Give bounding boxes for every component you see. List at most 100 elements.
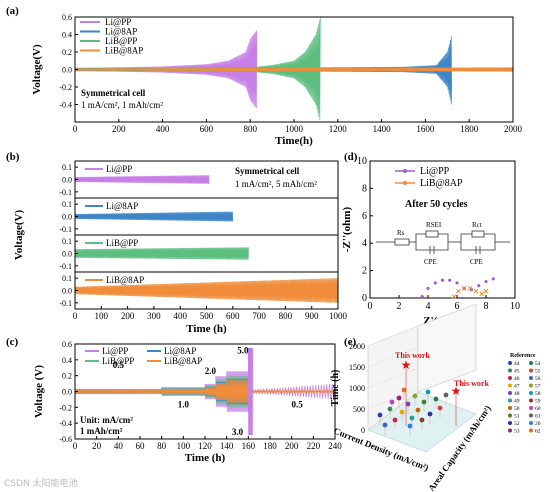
panel-a-xtick-label: 1600 <box>416 124 435 134</box>
panel-e-ztick-label: 500 <box>353 405 365 414</box>
panel-e-sidewall <box>417 303 477 393</box>
panel-b-legend-label: Li@8AP <box>106 201 138 211</box>
panel-e-legend-label: 44 <box>514 361 520 367</box>
circuit-resistor <box>471 230 485 238</box>
panel-a-xlabel: Time(h) <box>275 135 313 147</box>
panel-e-legend-marker <box>508 428 512 433</box>
panel-e-point <box>437 405 443 411</box>
panel-e-point <box>382 422 388 428</box>
panel-e-legend-marker <box>529 421 533 425</box>
panel-b-series-Li@8AP <box>74 211 234 222</box>
panel-e-point <box>433 396 439 402</box>
panel-b-xtick-label: 900 <box>305 311 319 321</box>
panel-e-legend-marker <box>508 383 512 388</box>
watermark: CSDN 太阳能电池 <box>4 479 78 489</box>
panel-c-ytick-label: -0.2 <box>59 403 72 412</box>
panel-e-point <box>389 399 395 405</box>
panel-e-point <box>387 406 393 412</box>
panel-e-point <box>405 401 411 407</box>
panel-a-ytick-label: 0.2 <box>62 48 72 57</box>
panel-e-point <box>409 415 415 421</box>
panel-a-xtick-label: 2000 <box>504 124 523 134</box>
panel-c-ytick-label: 0.4 <box>62 356 72 365</box>
panel-b-xtick-label: 400 <box>173 311 187 321</box>
panel-e-point <box>412 393 418 399</box>
panel-c-xtick-label: 180 <box>263 441 277 451</box>
panel-d-point <box>455 281 459 285</box>
panel-a-ytick-label: -0.2 <box>59 83 72 92</box>
panel-e-gridline <box>367 325 419 347</box>
panel-e-legend-marker <box>529 428 533 433</box>
panel-e-legend-marker <box>508 368 512 373</box>
panel-a-legend-label: Li@PP <box>105 17 131 27</box>
panel-e-legend-label: 50 <box>514 406 520 412</box>
panel-b-legend-label: LiB@8AP <box>106 275 144 285</box>
panel-e-gridline <box>367 367 419 389</box>
panel-e-point <box>392 417 398 423</box>
panel-a-xtick-label: 0 <box>73 124 78 134</box>
panel-e-legend-label: 49 <box>514 399 520 405</box>
panel-b-annotation: Symmetrical cell <box>235 166 300 176</box>
panel-d-legend-marker <box>403 169 407 173</box>
panel-e-star: ★ <box>401 358 412 372</box>
panel-e-zlabel: Time (h) <box>330 370 341 407</box>
circuit-label: RSEI <box>426 221 442 229</box>
panel-e-legend-marker <box>529 368 533 373</box>
panel-e-point <box>396 395 402 401</box>
panel-c-series-tail <box>252 383 336 400</box>
panel-b-legend-label: LiB@PP <box>106 238 138 248</box>
panel-e-highlight: This work <box>395 351 430 360</box>
panel-e-legend-marker <box>508 413 512 418</box>
panel-d-point <box>461 286 467 291</box>
panel-b-ytick-label: 0.0 <box>62 213 72 222</box>
panel-e-point <box>415 407 421 413</box>
panel-d-ytick-label: 4 <box>362 238 367 249</box>
panel-b-series-LiB@8AP <box>74 278 339 303</box>
panel-e-legend-label: 56 <box>535 376 541 382</box>
panel-c-xtick-label: 40 <box>114 441 124 451</box>
panel-d-xtick-label: 8 <box>484 301 489 312</box>
panel-d-letter: (d) <box>344 151 358 163</box>
panel-e-legend-marker <box>529 391 533 395</box>
panel-a-xtick-label: 1000 <box>285 124 304 134</box>
panel-e-point <box>377 412 383 418</box>
panel-b-series-LiB@PP <box>74 247 249 260</box>
panel-d-annotation: After 50 cycles <box>405 199 468 210</box>
panel-c-xtick-label: 80 <box>157 441 167 451</box>
panel-d-point <box>448 278 452 282</box>
panel-d-ytick-label: 8 <box>362 183 367 194</box>
panel-e-legend-marker <box>508 361 512 365</box>
panel-e-point <box>407 423 413 429</box>
panel-e-star: ★ <box>451 384 462 398</box>
panel-b-ytick-label: 0.1 <box>62 274 72 283</box>
panel-e-point <box>401 387 407 393</box>
panel-d-point <box>477 284 481 288</box>
panel-e-ztick-label: 2000 <box>349 342 365 351</box>
panel-e-legend-label: 55 <box>535 369 541 375</box>
panel-a-series-LiB@PP <box>74 16 321 121</box>
panel-e-ztick-label: 1500 <box>349 363 365 372</box>
panel-a-ytick-label: 0.6 <box>62 13 72 22</box>
panel-e-legend-marker <box>508 376 512 380</box>
panel-d-point <box>484 279 488 284</box>
panel-c-xtick-label: 160 <box>242 441 256 451</box>
panel-e-legend-label: 54 <box>535 361 541 367</box>
panel-e-point <box>419 417 425 423</box>
panel-c-annotation: Unit: mA/cm² <box>80 415 133 425</box>
panel-e-legend-marker <box>529 398 533 403</box>
circuit-label: Rct <box>472 221 482 229</box>
panel-e-legend-marker <box>529 383 533 388</box>
panel-a-xtick-label: 1400 <box>373 124 392 134</box>
panel-d-legend-label: LiB@8AP <box>420 178 463 189</box>
panel-b-ytick-label: 0.1 <box>62 237 72 246</box>
panel-c-spike <box>247 347 254 436</box>
panel-a-xtick-label: 800 <box>243 124 257 134</box>
panel-e-ztick-label: 1000 <box>349 384 365 393</box>
panel-e-legend-label: 58 <box>535 391 541 397</box>
panel-e-legend-label: 53 <box>514 429 520 435</box>
panel-c-rate-label: 3.0 <box>232 427 244 437</box>
panel-c-series-LiB@8AP <box>74 380 249 403</box>
panel-d-point <box>467 286 473 291</box>
circuit-label: Rs <box>397 229 405 237</box>
